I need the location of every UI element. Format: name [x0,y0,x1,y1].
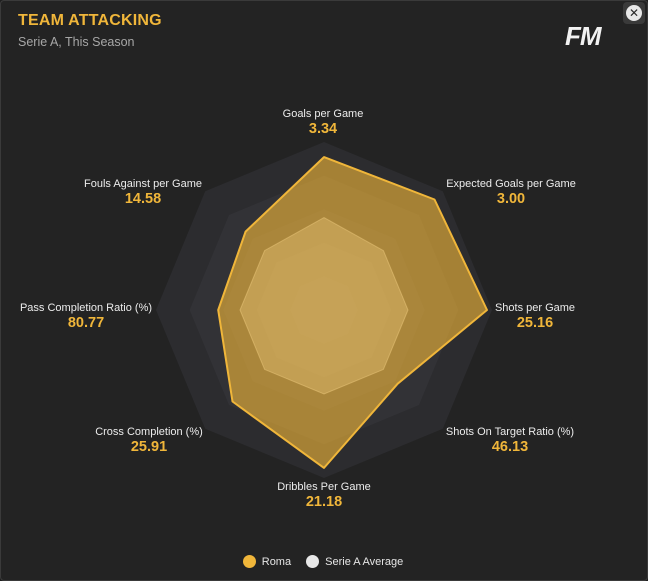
metric-dribbles: Dribbles Per Game 21.18 [224,481,424,510]
axis-value: 25.91 [130,439,168,455]
legend-item-serie-a-average[interactable]: Serie A Average [306,555,403,568]
metric-expected-goals: Expected Goals per Game 3.00 [411,178,611,207]
legend-label: Roma [261,555,292,568]
axis-label: Pass Completion Ratio (%) [19,302,153,314]
series-polygon-roma [217,156,488,469]
axis-value: 14.58 [124,191,162,207]
axis-value: 21.18 [305,494,343,510]
average-swatch-icon [306,555,320,568]
close-icon: ✕ [626,5,642,21]
metric-shots-per-game: Shots per Game 25.16 [435,302,635,331]
metric-pass-completion: Pass Completion Ratio (%) 80.77 [0,302,186,331]
axis-label: Shots per Game [494,302,576,314]
roma-swatch-icon [242,555,256,568]
legend-label: Serie A Average [325,555,404,568]
axis-value: 25.16 [516,315,554,331]
panel-subtitle: Serie A, This Season [18,35,135,49]
axis-label: Fouls Against per Game [83,178,202,190]
metric-goals-per-game: Goals per Game 3.34 [223,108,423,137]
axis-label: Shots On Target Ratio (%) [445,426,575,438]
axis-label: Dribbles Per Game [277,481,371,493]
close-button[interactable]: ✕ [623,2,645,24]
axis-value: 3.34 [308,121,338,137]
axis-value: 3.00 [496,191,526,207]
legend-item-roma[interactable]: Roma [242,555,292,568]
axis-label: Cross Completion (%) [95,426,203,438]
metric-shots-on-target: Shots On Target Ratio (%) 46.13 [410,426,610,455]
axis-label: Expected Goals per Game [446,178,576,190]
metric-cross-completion: Cross Completion (%) 25.91 [49,426,249,455]
axis-value: 80.77 [67,315,105,331]
metric-fouls-against: Fouls Against per Game 14.58 [43,178,243,207]
axis-value: 46.13 [491,439,529,455]
chart-legend: Roma Serie A Average [0,555,646,571]
panel-title: TEAM ATTACKING [18,12,162,29]
fm-logo: FM [565,21,602,51]
axis-label: Goals per Game [282,108,364,120]
